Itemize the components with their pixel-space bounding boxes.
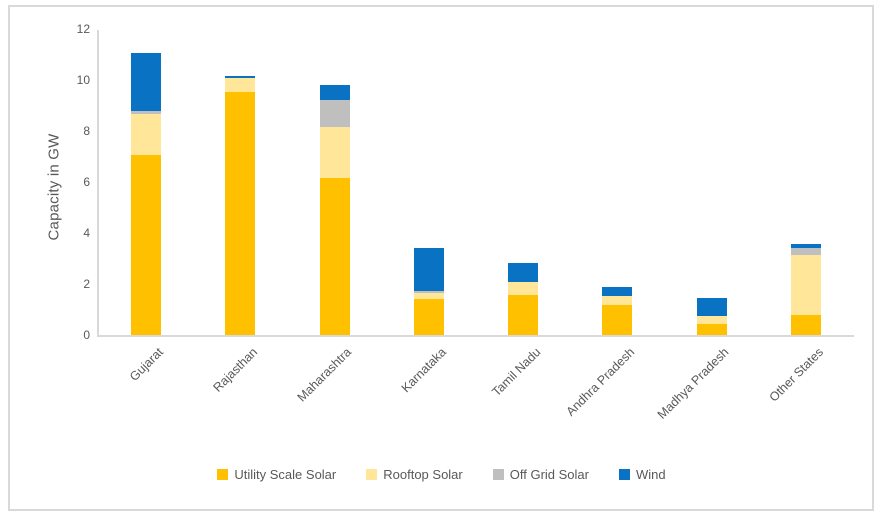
y-axis-line (97, 30, 99, 337)
bar-segment-gujarat (131, 52, 162, 112)
bar-segment-andhra-pradesh (602, 287, 633, 297)
bar-segment-gujarat (131, 154, 162, 336)
x-axis-line (97, 335, 854, 337)
x-axis-label: Gujarat (127, 344, 167, 384)
bar-segment-maharashtra (319, 100, 350, 127)
bar-segment-rajasthan (225, 75, 256, 79)
x-axis-label: Maharashtra (294, 344, 355, 405)
legend-swatch-icon (366, 469, 378, 480)
legend-item-rooftop-solar: Rooftop Solar (366, 467, 463, 482)
bar-segment-other-states (790, 247, 821, 256)
bar-segment-tamil-nadu (508, 282, 539, 295)
x-axis-label: Tamil Nadu (488, 344, 544, 399)
legend-label: Rooftop Solar (383, 467, 463, 482)
bar-segment-maharashtra (319, 177, 350, 336)
legend-label: Utility Scale Solar (234, 467, 337, 482)
y-tick-label: 10 (76, 72, 90, 87)
bar-segment-andhra-pradesh (602, 304, 633, 336)
bar-segment-rajasthan (225, 92, 256, 336)
bar-segment-maharashtra (319, 84, 350, 100)
x-axis-label: Andhra Pradesh (563, 344, 638, 419)
x-axis-label: Rajasthan (210, 344, 261, 395)
bar-segment-karnataka (413, 293, 444, 299)
bar-segment-other-states (790, 315, 821, 336)
bar-segment-gujarat (131, 111, 162, 114)
legend-label: Off Grid Solar (509, 467, 589, 482)
x-axis-label: Karnataka (398, 344, 449, 395)
bar-segment-maharashtra (319, 126, 350, 178)
bar-segment-karnataka (413, 247, 444, 291)
legend-swatch-icon (618, 469, 630, 480)
bar-segment-other-states (790, 243, 821, 248)
legend-item-wind: Wind (618, 467, 666, 482)
bar-segment-tamil-nadu (508, 294, 539, 336)
y-tick-label: 0 (83, 327, 90, 342)
bar-segment-madhya-pradesh (696, 316, 727, 325)
x-axis-label: Other States (766, 344, 826, 405)
y-tick-label: 2 (83, 276, 90, 291)
bar-segment-madhya-pradesh (696, 324, 727, 336)
bar-segment-tamil-nadu (508, 262, 539, 283)
legend-item-off-grid-solar: Off Grid Solar (492, 467, 589, 482)
y-tick-label: 8 (83, 123, 90, 138)
bar-segment-karnataka (413, 298, 444, 336)
bar-segment-gujarat (131, 114, 162, 155)
bar-segment-andhra-pradesh (602, 296, 633, 305)
bar-segment-other-states (790, 255, 821, 316)
legend-item-utility-scale-solar: Utility Scale Solar (217, 467, 336, 482)
y-tick-label: 6 (83, 174, 90, 189)
x-axis-label: Madhya Pradesh (654, 344, 732, 422)
legend-swatch-icon (492, 469, 504, 480)
bar-segment-madhya-pradesh (696, 298, 727, 317)
y-tick-label: 4 (83, 225, 90, 240)
bar-segment-karnataka (413, 290, 444, 294)
bar-segment-rajasthan (225, 78, 256, 93)
y-tick-label: 12 (76, 22, 90, 36)
legend-swatch-icon (217, 469, 229, 480)
legend-label: Wind (635, 467, 666, 482)
chart-legend: Utility Scale Solar Rooftop Solar Off Grid… (0, 467, 883, 482)
